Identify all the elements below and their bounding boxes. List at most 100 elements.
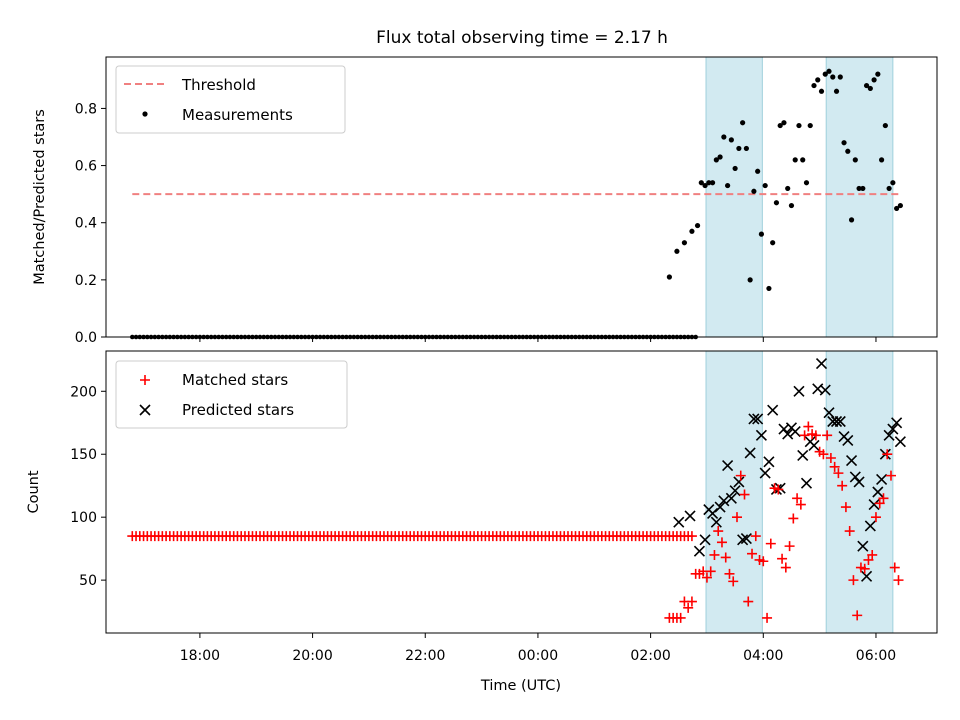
measurement-point <box>867 85 873 92</box>
matched-star-point <box>686 596 697 607</box>
y-tick-label: 0.0 <box>75 330 97 346</box>
top-panel: 0.0 0.2 0.4 0.6 0.8 Threshold Measurements <box>75 56 938 346</box>
predicted-star-point <box>864 520 876 532</box>
y-tick-label: 150 <box>70 447 97 463</box>
matched-star-point <box>852 610 863 621</box>
matched-star-point <box>822 430 833 441</box>
bottom-y-axis-label: Count <box>26 470 42 513</box>
measurement-point <box>721 134 727 140</box>
predicted-star-point <box>887 423 899 435</box>
measurement-point <box>796 122 802 129</box>
measurement-point <box>698 180 704 186</box>
measurement-point <box>743 145 749 152</box>
predicted-star-point <box>718 495 730 507</box>
matched-star-point <box>867 549 878 560</box>
predicted-star-point <box>808 439 820 451</box>
matched-star-point <box>825 453 836 464</box>
matched-star-point <box>777 553 788 564</box>
matched-star-point <box>758 556 769 567</box>
matched-star-point <box>731 512 742 523</box>
matched-star-point <box>788 513 799 524</box>
measurement-point <box>666 274 672 280</box>
x-axis-label: Time (UTC) <box>480 678 561 694</box>
measurement-point <box>728 137 734 143</box>
predicted-star-point <box>748 413 760 425</box>
predicted-star-point <box>834 415 846 428</box>
matched-star-point <box>683 602 694 613</box>
measurement-point <box>807 122 813 129</box>
measurement-point <box>837 74 843 80</box>
predicted-star-point <box>740 533 752 545</box>
measurement-point <box>758 231 765 237</box>
y-tick-label: 100 <box>70 510 97 526</box>
legend-predicted-swatch <box>139 404 151 416</box>
predicted-star-point <box>755 429 767 441</box>
matched-star-point <box>792 493 803 504</box>
predicted-star-point <box>872 486 884 498</box>
measurement-point <box>830 74 836 80</box>
measurement-point <box>897 202 903 209</box>
matched-star-point <box>739 489 750 500</box>
legend-box <box>115 360 348 429</box>
predicted-star-point <box>673 516 685 528</box>
predicted-star-point <box>733 476 745 488</box>
measurement-point <box>736 145 742 152</box>
measurement-point <box>751 188 757 194</box>
measurement-point <box>725 182 731 189</box>
matched-star-point <box>885 470 896 481</box>
observing-window-2 <box>825 350 894 634</box>
matched-star-point <box>795 499 806 510</box>
predicted-star-point <box>883 429 895 441</box>
measurement-point <box>879 157 885 163</box>
y-tick-label: 0.2 <box>75 273 97 289</box>
measurement-point <box>852 157 858 163</box>
measurement-point <box>875 71 881 77</box>
measurement-point <box>894 205 900 212</box>
matched-star-point <box>848 575 859 586</box>
measurement-point <box>689 228 695 234</box>
measurement-point <box>871 77 877 83</box>
predicted-star-point <box>774 482 786 494</box>
predicted-star-point <box>793 385 805 397</box>
predicted-star-point <box>725 492 737 504</box>
predicted-star-point <box>830 415 843 428</box>
matched-star-point <box>863 554 874 565</box>
matched-star-point <box>837 480 848 491</box>
matched-star-point <box>882 449 893 460</box>
predicted-star-point <box>752 413 764 425</box>
matched-star-point <box>713 526 724 537</box>
measurement-point <box>792 157 798 163</box>
predicted-star-point <box>737 534 749 546</box>
measurement-point <box>848 217 855 223</box>
matched-star-point <box>844 526 855 537</box>
matched-star-point <box>810 430 821 441</box>
matched-star-point <box>829 461 840 472</box>
x-tick-label: 00:00 <box>518 648 558 664</box>
predicted-star-point <box>699 534 711 546</box>
matched-star-point <box>833 468 844 479</box>
matched-star-point <box>818 449 829 460</box>
measurement-point <box>818 88 825 94</box>
measurement-point <box>777 122 783 129</box>
matched-star-point <box>803 421 814 432</box>
measurement-point <box>694 222 701 229</box>
y-tick-label: 0.4 <box>75 216 97 232</box>
predicted-star-point <box>714 501 726 513</box>
measurement-point <box>709 180 716 186</box>
y-tick-label: 0.8 <box>75 101 97 117</box>
measurement-point <box>860 185 866 192</box>
x-tick-label: 06:00 <box>856 648 896 664</box>
matched-star-point <box>728 576 739 587</box>
measurement-point <box>845 148 851 154</box>
observing-window-1 <box>705 56 763 338</box>
predicted-star-point <box>861 570 873 582</box>
measurement-point <box>785 185 791 192</box>
predicted-star-point <box>853 476 865 488</box>
measurement-point <box>702 182 708 189</box>
y-tick-label: 200 <box>70 384 97 400</box>
predicted-star-point <box>693 545 706 557</box>
legend-measurements-swatch <box>142 111 148 117</box>
x-tick-label: 18:00 <box>180 648 220 664</box>
bottom-axes-frame <box>105 350 938 634</box>
